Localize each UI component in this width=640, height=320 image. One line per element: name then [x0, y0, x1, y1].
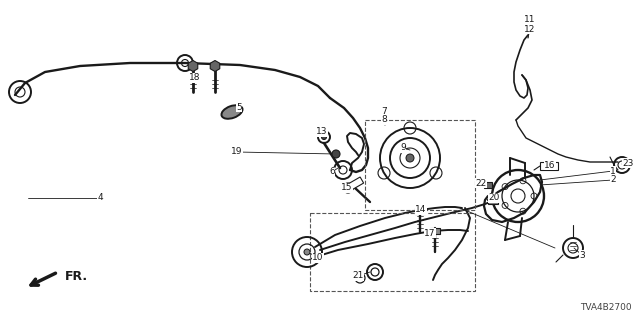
Circle shape: [406, 154, 414, 162]
Text: 19: 19: [231, 148, 243, 156]
Text: 17: 17: [424, 228, 436, 237]
Circle shape: [358, 276, 362, 280]
Circle shape: [332, 150, 340, 158]
Text: TVA4B2700: TVA4B2700: [580, 303, 632, 312]
Ellipse shape: [221, 105, 243, 119]
Circle shape: [304, 249, 310, 255]
Text: 7: 7: [381, 107, 387, 116]
Text: 22: 22: [476, 179, 486, 188]
Text: FR.: FR.: [65, 269, 88, 283]
Text: 12: 12: [524, 25, 536, 34]
Text: 13: 13: [316, 127, 328, 137]
Text: 6: 6: [329, 167, 335, 177]
Text: 21: 21: [352, 271, 364, 281]
Text: 1: 1: [610, 166, 616, 175]
Text: 2: 2: [610, 175, 616, 185]
Text: 20: 20: [488, 194, 500, 203]
Bar: [348, 177, 364, 190]
Text: 4: 4: [97, 194, 103, 203]
Text: 3: 3: [579, 251, 585, 260]
Text: 5: 5: [236, 102, 242, 111]
Circle shape: [321, 134, 326, 140]
Bar: [310, 213, 475, 291]
Bar: [430, 228, 440, 234]
Text: 8: 8: [381, 116, 387, 124]
Text: 15: 15: [341, 183, 353, 193]
Bar: [365, 120, 475, 210]
Bar: [484, 182, 492, 188]
Text: 18: 18: [189, 74, 201, 83]
Bar: [415, 208, 425, 214]
Text: 14: 14: [415, 205, 427, 214]
Text: 9: 9: [400, 143, 406, 153]
Text: 11: 11: [524, 15, 536, 25]
Bar: [540, 162, 558, 170]
Text: 16: 16: [544, 161, 556, 170]
Text: 23: 23: [622, 158, 634, 167]
Bar: [488, 196, 498, 204]
Text: 10: 10: [312, 253, 324, 262]
